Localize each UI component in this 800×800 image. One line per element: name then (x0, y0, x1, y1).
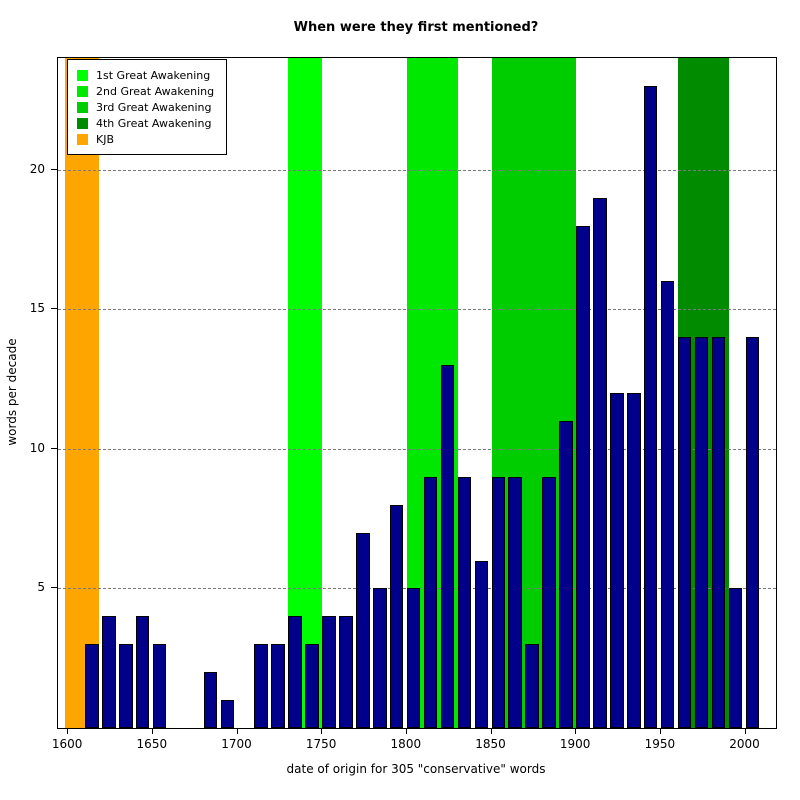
plot-area: 1st Great Awakening 2nd Great Awakening 3r… (57, 57, 777, 729)
y-tick-label-20: 20 (29, 161, 45, 176)
bar-1910s (593, 197, 607, 728)
x-tick-mark-1900 (575, 728, 577, 734)
x-tick-mark-2000 (744, 728, 746, 734)
bar-1860s (508, 476, 522, 728)
bar-1990s (728, 588, 743, 728)
x-tick-label-2000: 2000 (729, 737, 760, 751)
legend-swatch (77, 69, 88, 81)
x-axis-label: date of origin for 305 "conservative" wo… (286, 762, 546, 776)
bar-1800s (406, 588, 421, 728)
bar-1960s (677, 337, 692, 728)
bar-1710s (254, 644, 268, 728)
bar-1820s (440, 365, 455, 728)
bar-1880s (542, 476, 556, 728)
x-tick-mark-1750 (321, 728, 323, 734)
bar-1900s (576, 225, 590, 728)
legend-swatch (77, 101, 88, 113)
bar-1840s (474, 560, 489, 728)
band-kjb (64, 58, 99, 728)
x-tick-label-1650: 1650 (136, 737, 168, 751)
y-axis-label: words per decade (5, 338, 19, 446)
bar-1780s (372, 588, 387, 728)
bar-2000s (745, 337, 760, 728)
legend-item-kjb: KJB (77, 131, 214, 147)
x-tick-mark-1950 (659, 728, 661, 734)
legend: 1st Great Awakening 2nd Great Awakening 3r… (67, 59, 228, 155)
bar-1620s (102, 616, 116, 728)
y-tick-mark-15 (51, 308, 57, 310)
bar-1810s (423, 476, 438, 728)
legend-label: 3rd Great Awakening (96, 100, 212, 114)
bar-1790s (389, 504, 404, 728)
bar-1640s (135, 616, 150, 728)
legend-swatch (77, 117, 88, 129)
x-tick-label-1800: 1800 (390, 737, 422, 751)
x-tick-label-1900: 1900 (559, 737, 591, 751)
legend-item-3rd-great-awakening: 3rd Great Awakening (77, 99, 214, 115)
bar-1930s (626, 393, 641, 728)
legend-label: 4th Great Awakening (96, 116, 212, 130)
bar-1870s (525, 644, 539, 728)
bar-1940s (643, 85, 658, 728)
bar-1630s (118, 644, 133, 728)
grid-line-20 (58, 169, 776, 171)
y-tick-mark-5 (51, 587, 57, 589)
y-tick-mark-20 (51, 168, 57, 170)
legend-item-1st-great-awakening: 1st Great Awakening (77, 67, 214, 83)
x-tick-mark-1700 (236, 728, 238, 734)
bar-1830s (457, 476, 472, 728)
legend-label: 2nd Great Awakening (96, 84, 215, 98)
x-tick-mark-1850 (490, 728, 492, 734)
x-tick-label-1850: 1850 (475, 737, 506, 751)
legend-label: 1st Great Awakening (96, 68, 211, 82)
bar-1980s (711, 337, 726, 728)
legend-item-2nd-great-awakening: 2nd Great Awakening (77, 83, 214, 99)
x-tick-label-1700: 1700 (221, 737, 252, 751)
bar-1610s (85, 644, 99, 728)
bar-1890s (559, 420, 573, 728)
bar-1690s (220, 700, 235, 728)
y-axis: 5 10 15 20 (0, 57, 57, 727)
bar-1770s (356, 532, 370, 728)
x-axis: 1600 1650 1700 1750 1800 1850 1900 1950 2000 (52, 728, 775, 762)
bar-1950s (660, 281, 675, 728)
bar-1760s (339, 616, 353, 728)
bar-1720s (271, 644, 285, 728)
y-tick-label-10: 10 (29, 440, 45, 455)
bar-1650s (152, 644, 167, 728)
bar-1850s (491, 476, 506, 728)
y-tick-label-15: 15 (29, 301, 45, 316)
bar-1970s (694, 337, 709, 728)
x-tick-label-1750: 1750 (305, 737, 337, 751)
grid-line-10 (58, 448, 776, 450)
legend-item-4th-great-awakening: 4th Great Awakening (77, 115, 214, 131)
bar-1750s (322, 616, 336, 728)
bar-1680s (203, 672, 218, 728)
chart-title: When were they first mentioned? (293, 20, 539, 35)
legend-swatch (77, 133, 88, 145)
legend-label: KJB (96, 132, 115, 146)
x-tick-mark-1650 (151, 728, 153, 734)
legend-swatch (77, 85, 88, 97)
y-tick-label-5: 5 (37, 580, 45, 595)
grid-line-15 (58, 309, 776, 311)
x-tick-mark-1600 (67, 728, 69, 734)
bar-1920s (610, 393, 624, 728)
x-tick-label-1600: 1600 (51, 737, 83, 751)
bar-1730s (288, 616, 302, 728)
x-tick-mark-1800 (405, 728, 407, 734)
y-tick-mark-10 (51, 447, 57, 449)
x-tick-label-1950: 1950 (644, 737, 676, 751)
bar-1740s (305, 644, 319, 728)
